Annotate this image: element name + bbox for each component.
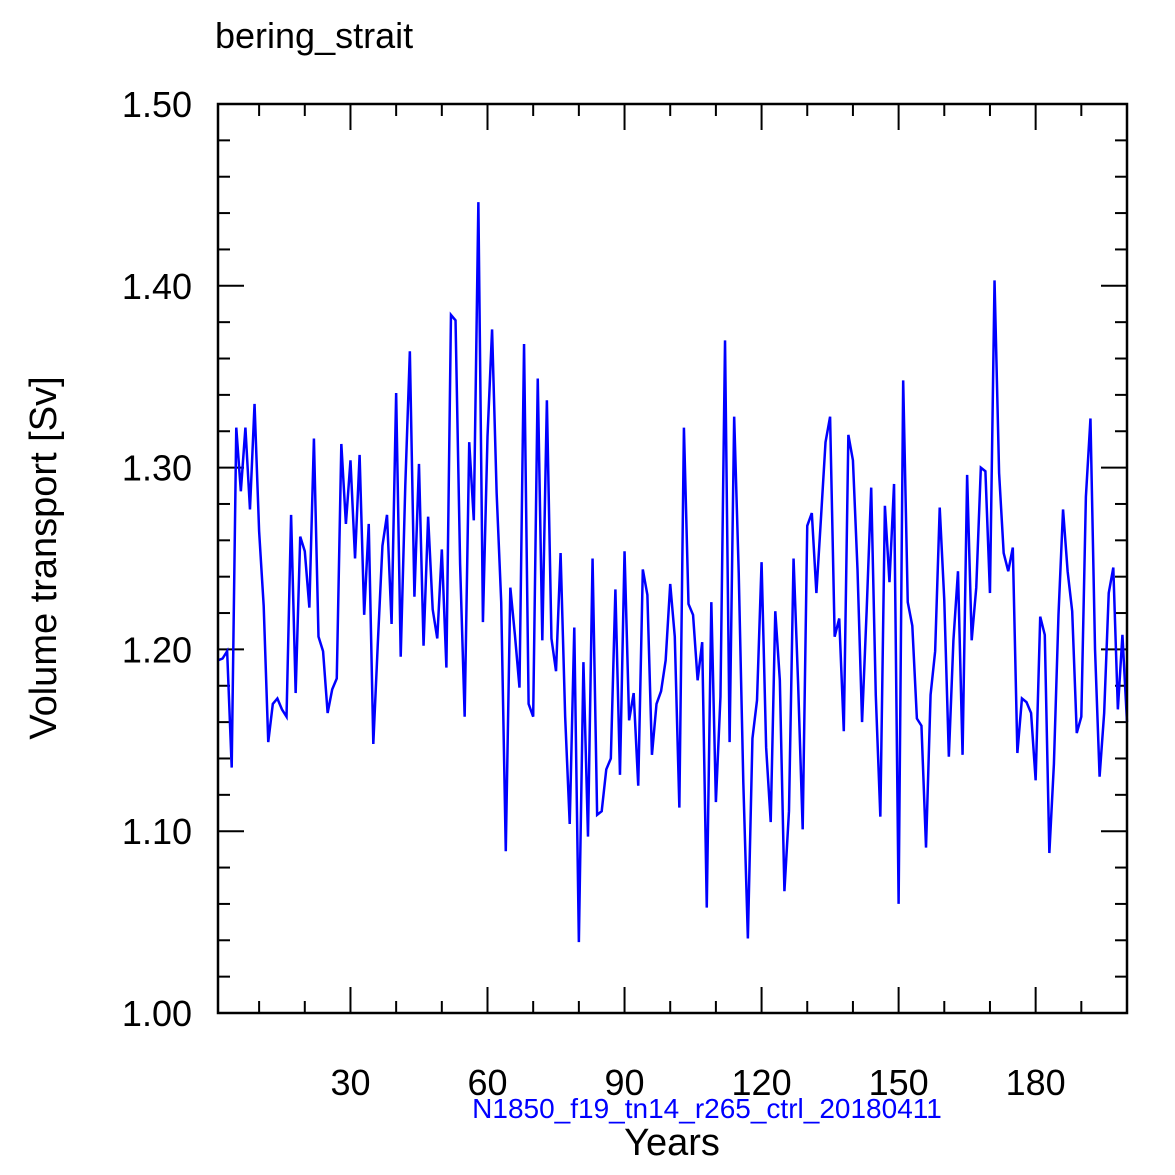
x-axis-label: Years bbox=[624, 1122, 720, 1164]
series-line bbox=[217, 202, 1129, 943]
x-tick-label: 150 bbox=[869, 1062, 929, 1103]
y-tick-label: 1.00 bbox=[122, 993, 192, 1034]
tick-labels: 30 60 90 120 150 180 1.00 1.10 1.20 1.30 1.40 1.50 bbox=[122, 84, 1066, 1103]
x-tick-label: 90 bbox=[605, 1062, 645, 1103]
y-tick-label: 1.40 bbox=[122, 266, 192, 307]
y-tick-label: 1.50 bbox=[122, 84, 192, 125]
chart-title: bering_strait bbox=[215, 15, 413, 56]
y-tick-label: 1.10 bbox=[122, 811, 192, 852]
plot-frame bbox=[216, 102, 1129, 1015]
x-tick-label: 60 bbox=[467, 1062, 507, 1103]
y-tick-label: 1.30 bbox=[122, 448, 192, 489]
x-tick-label: 30 bbox=[330, 1062, 370, 1103]
y-tick-label: 1.20 bbox=[122, 629, 192, 670]
x-tick-label: 180 bbox=[1006, 1062, 1066, 1103]
x-tick-label: 120 bbox=[732, 1062, 792, 1103]
case-subtitle: N1850_f19_tn14_r265_ctrl_20180411 bbox=[472, 1093, 942, 1124]
series-group bbox=[217, 202, 1129, 943]
y-axis-label: Volume transport [Sv] bbox=[23, 376, 65, 739]
